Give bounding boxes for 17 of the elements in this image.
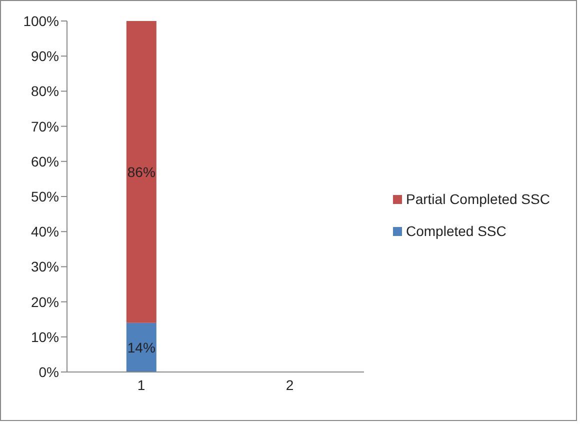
legend-label: Partial Completed SSC bbox=[406, 191, 550, 207]
x-tick-label: 2 bbox=[286, 376, 294, 393]
y-tick-label: 90% bbox=[30, 48, 59, 64]
x-tick-label: 1 bbox=[137, 376, 146, 393]
y-tick-label: 0% bbox=[38, 364, 59, 380]
y-tick-label: 30% bbox=[30, 258, 59, 275]
data-label: 14% bbox=[127, 339, 156, 356]
y-tick-label: 80% bbox=[30, 83, 59, 100]
y-tick-label: 100% bbox=[23, 12, 59, 29]
data-label: 86% bbox=[127, 164, 156, 180]
y-tick-label: 60% bbox=[30, 153, 59, 170]
y-tick-label: 70% bbox=[30, 118, 59, 134]
y-tick-label: 10% bbox=[30, 328, 59, 345]
legend-label: Completed SSC bbox=[406, 223, 506, 239]
y-tick-label: 40% bbox=[30, 224, 59, 240]
y-tick-label: 50% bbox=[30, 188, 59, 204]
y-tick-label: 20% bbox=[30, 294, 59, 310]
